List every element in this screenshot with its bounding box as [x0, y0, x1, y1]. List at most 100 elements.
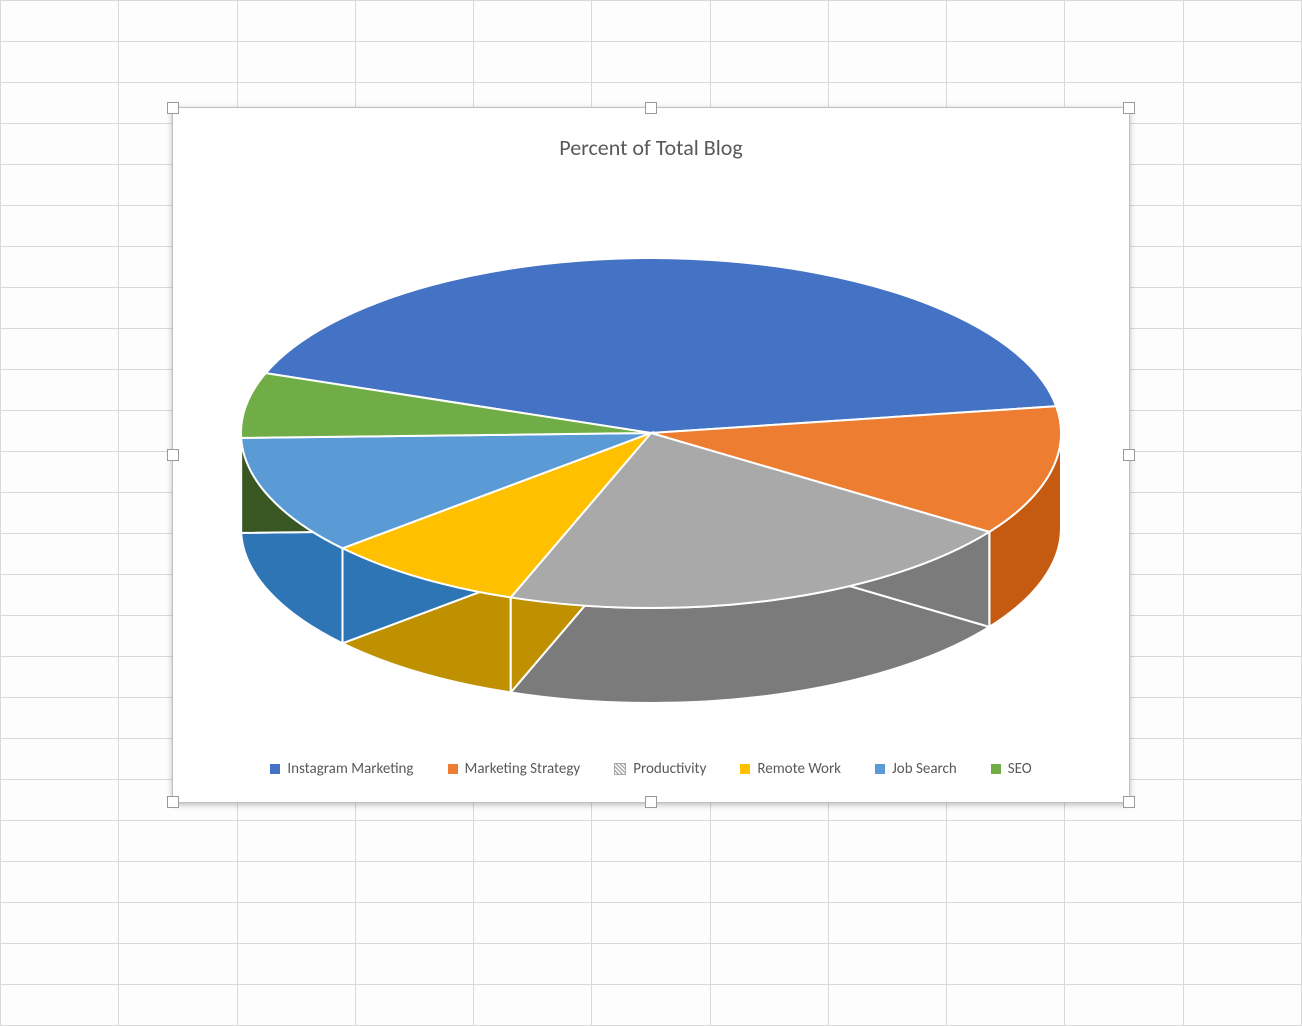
cell[interactable] [1, 124, 119, 165]
cell[interactable] [119, 42, 237, 83]
cell[interactable] [355, 903, 473, 944]
cell[interactable] [237, 862, 355, 903]
cell[interactable] [237, 944, 355, 985]
cell[interactable] [1, 575, 119, 616]
cell[interactable] [119, 821, 237, 862]
cell[interactable] [1, 370, 119, 411]
cell[interactable] [592, 821, 710, 862]
cell[interactable] [1183, 903, 1301, 944]
cell[interactable] [947, 821, 1065, 862]
cell[interactable] [1, 288, 119, 329]
cell[interactable] [1, 985, 119, 1026]
resize-handle-top[interactable] [645, 102, 657, 114]
cell[interactable] [1183, 575, 1301, 616]
cell[interactable] [1065, 42, 1183, 83]
cell[interactable] [1183, 206, 1301, 247]
cell[interactable] [1, 165, 119, 206]
cell[interactable] [1183, 985, 1301, 1026]
cell[interactable] [828, 42, 946, 83]
cell[interactable] [1, 411, 119, 452]
cell[interactable] [1065, 944, 1183, 985]
cell[interactable] [355, 821, 473, 862]
cell[interactable] [1, 1, 119, 42]
cell[interactable] [1183, 247, 1301, 288]
cell[interactable] [237, 985, 355, 1026]
cell[interactable] [947, 862, 1065, 903]
cell[interactable] [710, 1, 828, 42]
cell[interactable] [1183, 288, 1301, 329]
cell[interactable] [355, 1, 473, 42]
cell[interactable] [710, 42, 828, 83]
legend-item[interactable]: Productivity [614, 760, 706, 778]
resize-handle-top-right[interactable] [1123, 102, 1135, 114]
cell[interactable] [1183, 493, 1301, 534]
chart-object[interactable]: Percent of Total Blog Instagram Marketin… [172, 107, 1130, 803]
cell[interactable] [1, 247, 119, 288]
legend-item[interactable]: SEO [991, 760, 1032, 778]
chart-plot-area[interactable] [173, 178, 1129, 738]
cell[interactable] [592, 1, 710, 42]
cell[interactable] [1183, 657, 1301, 698]
cell[interactable] [1, 329, 119, 370]
cell[interactable] [1, 534, 119, 575]
cell[interactable] [1183, 452, 1301, 493]
cell[interactable] [828, 821, 946, 862]
cell[interactable] [947, 42, 1065, 83]
cell[interactable] [828, 1, 946, 42]
cell[interactable] [1183, 329, 1301, 370]
cell[interactable] [1183, 370, 1301, 411]
cell[interactable] [592, 985, 710, 1026]
cell[interactable] [237, 42, 355, 83]
cell[interactable] [1183, 534, 1301, 575]
cell[interactable] [119, 1, 237, 42]
cell[interactable] [828, 862, 946, 903]
cell[interactable] [592, 944, 710, 985]
cell[interactable] [1183, 821, 1301, 862]
cell[interactable] [237, 903, 355, 944]
cell[interactable] [474, 985, 592, 1026]
cell[interactable] [592, 903, 710, 944]
cell[interactable] [1065, 821, 1183, 862]
cell[interactable] [1065, 862, 1183, 903]
cell[interactable] [1183, 411, 1301, 452]
cell[interactable] [119, 862, 237, 903]
cell[interactable] [119, 985, 237, 1026]
legend-item[interactable]: Marketing Strategy [448, 760, 581, 778]
resize-handle-bottom-right[interactable] [1123, 796, 1135, 808]
cell[interactable] [474, 821, 592, 862]
cell[interactable] [1, 698, 119, 739]
cell[interactable] [1183, 862, 1301, 903]
cell[interactable] [1, 821, 119, 862]
cell[interactable] [1, 944, 119, 985]
cell[interactable] [1183, 616, 1301, 657]
resize-handle-bottom[interactable] [645, 796, 657, 808]
cell[interactable] [1, 739, 119, 780]
cell[interactable] [947, 944, 1065, 985]
cell[interactable] [355, 862, 473, 903]
cell[interactable] [1, 657, 119, 698]
cell[interactable] [1065, 1, 1183, 42]
cell[interactable] [947, 1, 1065, 42]
cell[interactable] [1, 452, 119, 493]
cell[interactable] [710, 821, 828, 862]
cell[interactable] [1183, 739, 1301, 780]
cell[interactable] [1, 903, 119, 944]
cell[interactable] [710, 903, 828, 944]
cell[interactable] [592, 862, 710, 903]
cell[interactable] [1183, 944, 1301, 985]
cell[interactable] [355, 42, 473, 83]
cell[interactable] [474, 42, 592, 83]
cell[interactable] [710, 862, 828, 903]
legend-item[interactable]: Remote Work [740, 760, 841, 778]
cell[interactable] [474, 944, 592, 985]
cell[interactable] [1, 780, 119, 821]
cell[interactable] [237, 1, 355, 42]
cell[interactable] [1183, 83, 1301, 124]
cell[interactable] [828, 985, 946, 1026]
cell[interactable] [1, 42, 119, 83]
cell[interactable] [828, 944, 946, 985]
cell[interactable] [1183, 42, 1301, 83]
cell[interactable] [710, 944, 828, 985]
cell[interactable] [237, 821, 355, 862]
cell[interactable] [119, 903, 237, 944]
